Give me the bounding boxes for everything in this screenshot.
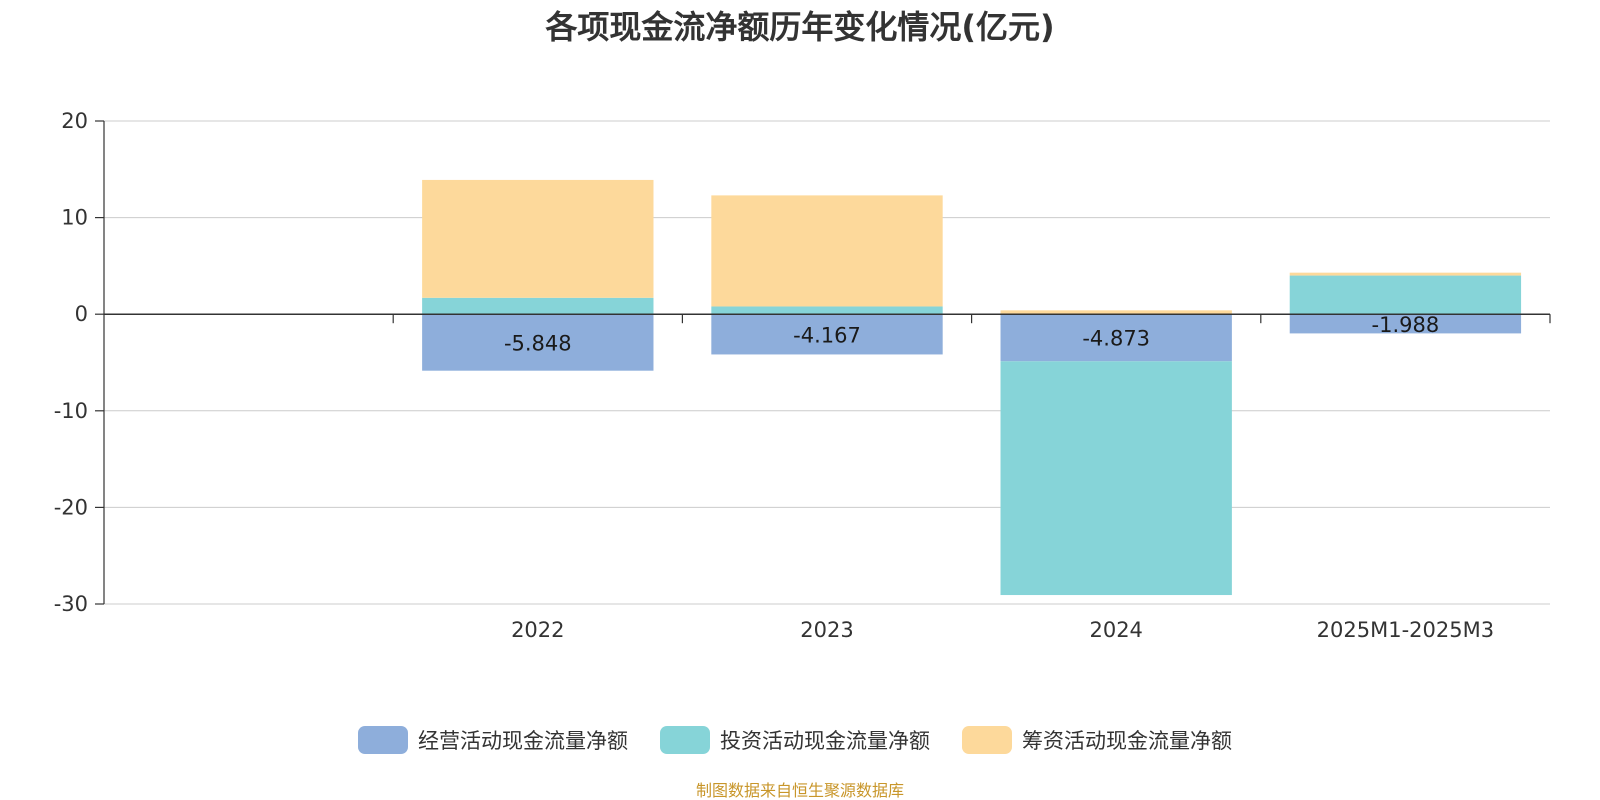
data-label: -1.988 — [1372, 313, 1440, 337]
x-tick-label: 2024 — [1089, 618, 1142, 642]
legend-label: 经营活动现金流量净额 — [418, 729, 628, 753]
y-tick-label: -10 — [54, 399, 88, 423]
y-tick-label: 10 — [61, 206, 88, 230]
grid-lines — [104, 120, 1550, 605]
legend-swatch — [962, 726, 1012, 754]
legend-label: 投资活动现金流量净额 — [720, 729, 930, 753]
source-note: 制图数据来自恒生聚源数据库 — [696, 781, 904, 800]
legend-swatch — [660, 726, 710, 754]
bar-segment — [1289, 272, 1522, 276]
y-tick-label: -30 — [54, 592, 88, 616]
bar-segment — [1289, 275, 1522, 315]
x-axis-ticks: 2022 2023 2024 2025M1-2025M3 — [511, 618, 1494, 642]
x-tick-label: 2023 — [800, 618, 853, 642]
bar-segment — [1000, 310, 1232, 315]
data-labels: -5.848 -4.167 -4.873 -1.988 — [504, 313, 1439, 356]
bar-segment — [1289, 314, 1522, 334]
bar-segment — [711, 195, 943, 307]
chart-title: 各项现金流净额历年变化情况(亿元) — [545, 8, 1054, 46]
data-label: -4.167 — [793, 323, 861, 347]
bar-segment — [1000, 361, 1232, 596]
y-axis-ticks: 20 10 0 -10 -20 -30 — [54, 109, 88, 616]
bar-segment — [422, 179, 654, 298]
data-label: -5.848 — [504, 331, 572, 355]
y-tick-label: 20 — [61, 109, 88, 133]
legend: 经营活动现金流量净额 投资活动现金流量净额 筹资活动现金流量净额 — [358, 726, 1232, 754]
bar-segment — [711, 314, 943, 355]
legend-label: 筹资活动现金流量净额 — [1022, 729, 1232, 753]
bar-series — [422, 179, 1522, 596]
data-label: -4.873 — [1082, 327, 1150, 351]
legend-swatch — [358, 726, 408, 754]
bar-segment — [422, 314, 654, 371]
bar-segment — [422, 297, 654, 315]
axes — [95, 120, 1551, 605]
y-tick-label: -20 — [54, 495, 88, 519]
x-tick-label: 2025M1-2025M3 — [1317, 618, 1494, 642]
bar-segment — [1000, 314, 1232, 362]
y-tick-label: 0 — [75, 302, 88, 326]
bar-segment — [711, 306, 943, 315]
x-tick-label: 2022 — [511, 618, 564, 642]
